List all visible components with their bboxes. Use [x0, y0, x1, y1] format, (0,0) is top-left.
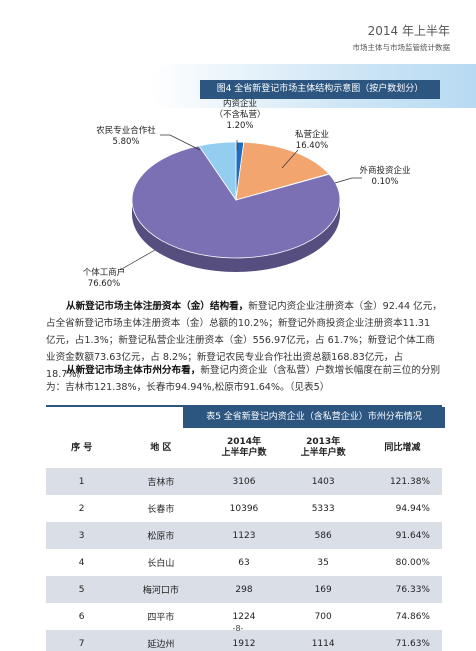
table-cell: 6 — [78, 611, 85, 622]
pie-label: 外商投资企业 0.10% — [359, 166, 410, 188]
pie-label: 农民专业合作社 5.80% — [96, 126, 156, 148]
table-header-cell: 同比增减 — [384, 442, 421, 453]
table-cell: 5333 — [311, 503, 335, 514]
table-cell: 1403 — [283, 468, 363, 495]
table-cell: 1 — [46, 468, 118, 495]
table-header-row: 序 号 地 区 2014年 上半年户数 2013年 上半年户数 同比增减 — [46, 428, 442, 468]
table-cell: 2 — [78, 503, 85, 514]
table-row: 4 长白山 63 35 80.00% — [46, 549, 442, 576]
table-cell: 91.64% — [362, 522, 442, 549]
pie-label-value: 76.60% — [87, 279, 121, 289]
pie-label-value: 0.10% — [371, 177, 399, 187]
table-cell: 298 — [204, 576, 284, 603]
table-cell: 四平市 — [147, 613, 175, 623]
table-cell: 586 — [283, 522, 363, 549]
pie-label-value: 1.20% — [226, 121, 254, 131]
table-cell: 1912 — [204, 630, 284, 651]
table-cell: 63 — [238, 557, 250, 568]
table-row: 3 松原市 1123 586 91.64% — [46, 522, 442, 549]
table-header-cell: 2013年 上半年户数 — [300, 437, 346, 458]
table-cell: 1123 — [204, 522, 284, 549]
pie-slice — [198, 141, 237, 202]
table-cell: 35 — [317, 557, 329, 568]
header-title: 2014 年上半年 — [367, 24, 450, 38]
table-row: 6 四平市 1224 700 74.86% — [46, 603, 442, 630]
table-cell: 延边州 — [117, 630, 205, 651]
table: 序 号 地 区 2014年 上半年户数 2013年 上半年户数 同比增减 1 吉林市 3106… — [46, 428, 442, 651]
table-row: 1 吉林市 3106 1403 121.38% — [46, 468, 442, 495]
leader-line — [119, 249, 156, 271]
table-cell: 吉林市 — [117, 468, 205, 495]
table-cell: 71.63% — [362, 630, 442, 651]
table-cell: 5 — [46, 576, 118, 603]
table-cell: 169 — [283, 576, 363, 603]
paragraph-lead: 从新登记市场主体注册资本（金）结构看， — [66, 301, 249, 312]
pie-label-value: 5.80% — [112, 137, 140, 147]
pie-label: 个体工商户 76.60% — [83, 268, 126, 290]
paragraph: 从新登记市场主体注册资本（金）结构看，新登记内资企业注册资本（金）92.44 亿… — [46, 298, 442, 383]
table-row: 5 梅河口市 298 169 76.33% — [46, 576, 442, 603]
table-cell: 10396 — [229, 503, 259, 514]
table-header-cell: 地 区 — [150, 442, 172, 453]
table-cell: 4 — [78, 557, 85, 568]
pie-slice — [235, 141, 330, 201]
pie-label-value: 16.40% — [295, 141, 329, 151]
table-cell: 7 — [46, 630, 118, 651]
table-row: 7 延边州 1912 1114 71.63% — [46, 630, 442, 651]
pie-label: 私营企业 16.40% — [295, 130, 329, 152]
pie-side — [132, 200, 340, 272]
chart — [119, 134, 362, 272]
pie-label-name: 农民专业合作社 — [96, 126, 156, 136]
table-cell: 80.00% — [395, 557, 430, 568]
table-cell: 700 — [314, 611, 332, 622]
table-header-cell: 序 号 — [71, 442, 93, 453]
leader-line — [281, 149, 299, 169]
table-cell: 121.38% — [362, 468, 442, 495]
table-cell: 94.94% — [395, 503, 430, 514]
paragraph-text: 新登记内资企业（含私营）户数增长幅度在前三位的分别为：吉林市121.38%，长春… — [46, 365, 441, 393]
table-cell: 长白山 — [147, 559, 175, 569]
pie-label-name: 内资企业 （不含私营） — [214, 99, 266, 120]
paragraph-text: 新登记内资企业注册资本（金）92.44 亿元，占全省新登记市场主体注册资本（金）… — [46, 301, 442, 380]
table-title: 表5 全省新登记内资企业（含私营企业）市州分布情况 — [183, 407, 445, 428]
table-cell: 梅河口市 — [117, 576, 205, 603]
table-cell: 1114 — [283, 630, 363, 651]
table-cell: 长春市 — [147, 505, 175, 515]
leader-line — [334, 177, 362, 184]
pie-label: 内资企业 （不含私营） 1.20% — [214, 99, 265, 132]
table-cell: 74.86% — [395, 611, 430, 622]
leader-line — [160, 134, 201, 151]
table-cell: 松原市 — [117, 522, 205, 549]
table-rule — [46, 405, 442, 407]
paragraph: 从新登记市场主体市州分布看，新登记内资企业（含私营）户数增长幅度在前三位的分别为… — [46, 362, 442, 396]
table-cell: 1224 — [232, 611, 256, 622]
page-number: -8- — [232, 624, 244, 633]
pie-label-name: 外商投资企业 — [359, 166, 411, 176]
leader-lines — [119, 134, 362, 271]
chart-title: 图4 全省新登记市场主体结构示意图（按户数划分） — [200, 80, 440, 99]
table-cell: 3 — [46, 522, 118, 549]
header-subtitle: 市场主体与市场监管统计数据 — [352, 43, 451, 52]
table-header-cell: 2014年 上半年户数 — [221, 437, 267, 458]
pie-slice — [131, 145, 341, 259]
pie-label-name: 个体工商户 — [82, 268, 126, 278]
pie — [131, 141, 341, 272]
table-cell: 3106 — [204, 468, 284, 495]
pie-label-name: 私营企业 — [294, 130, 330, 140]
table-row: 2 长春市 10396 5333 94.94% — [46, 495, 442, 522]
paragraph-lead: 从新登记市场主体市州分布看， — [66, 365, 201, 376]
table-cell: 76.33% — [362, 576, 442, 603]
